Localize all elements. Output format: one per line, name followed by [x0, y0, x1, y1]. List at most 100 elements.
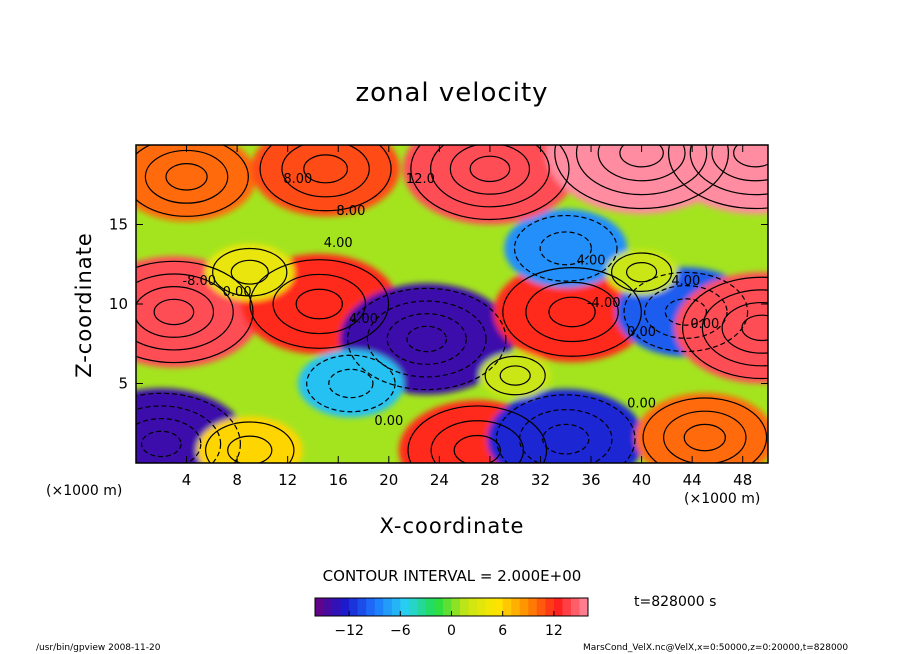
- contour-line: [386, 313, 467, 365]
- contour-line: [484, 355, 546, 396]
- colorbar: −12 −6 0 6 12: [314, 597, 589, 639]
- colorbar-segment: [391, 598, 401, 616]
- colorbar-segment: [442, 598, 452, 616]
- field-feature: [136, 145, 257, 222]
- y-tick-label: 5: [118, 375, 128, 393]
- field-feature: [402, 145, 577, 225]
- field-feature: [297, 349, 404, 418]
- colorbar-segment: [417, 598, 427, 616]
- contour-label: 0.00: [223, 285, 252, 300]
- contour-line: [272, 273, 367, 335]
- x-tick-label: 12: [278, 471, 297, 489]
- y-tick-label: 15: [109, 216, 128, 234]
- colorbar-segment: [366, 598, 376, 616]
- x-tick-label: 8: [232, 471, 242, 489]
- contour-line: [499, 365, 531, 386]
- x-tick-label: 36: [581, 471, 600, 489]
- contour-label: 0.00: [627, 396, 656, 411]
- colorbar-segment: [468, 598, 478, 616]
- field-feature: [493, 261, 651, 363]
- contour-line: [525, 281, 619, 343]
- contour-line: [153, 298, 195, 326]
- field-feature: [659, 145, 768, 215]
- contour-label: 4.00: [671, 274, 700, 289]
- contour-label: 8.00: [283, 172, 312, 187]
- colorbar-tick-label: 0: [447, 623, 456, 639]
- contour-line: [682, 276, 768, 380]
- contour-line: [518, 409, 613, 463]
- contour-label: 0.00: [690, 317, 719, 332]
- field-feature: [674, 272, 768, 384]
- x-tick-label: 44: [683, 471, 702, 489]
- field-feature: [605, 249, 678, 296]
- contour-line: [502, 267, 642, 357]
- contour-line: [513, 214, 618, 282]
- contour-line: [347, 287, 507, 391]
- colorbar-segment: [408, 598, 418, 616]
- contour-line: [136, 260, 254, 364]
- contour-label: -8.00: [182, 274, 216, 289]
- colorbar-segment: [425, 598, 435, 616]
- contour-line: [295, 288, 343, 320]
- colorbar-segment: [502, 598, 512, 616]
- contour-label: 4.00: [577, 253, 606, 268]
- field-feature: [479, 352, 552, 399]
- contour-line: [136, 145, 249, 217]
- colorbar-segment: [383, 598, 393, 616]
- contour-line: [495, 394, 636, 463]
- contour-line: [664, 298, 708, 326]
- contour-line: [406, 325, 448, 353]
- contour-line: [366, 300, 487, 378]
- y-tick-label: 10: [109, 295, 128, 313]
- contour-line: [597, 145, 686, 182]
- colorbar-tick-label: 12: [545, 623, 563, 639]
- contour-line: [625, 262, 658, 283]
- colorbar-segment: [340, 598, 350, 616]
- contour-line: [136, 392, 241, 463]
- contour-line: [453, 434, 501, 463]
- colorbar-segment: [528, 598, 538, 616]
- colorbar-segment: [477, 598, 487, 616]
- colorbar-segment: [494, 598, 504, 616]
- colorbar-tick-label: −6: [390, 623, 411, 639]
- contour-line: [575, 145, 708, 196]
- contour-line: [410, 145, 570, 221]
- colorbar-segment: [562, 598, 572, 616]
- contour-line: [469, 155, 511, 183]
- colorbar-tick-label: 6: [498, 623, 507, 639]
- x-tick-label: 32: [531, 471, 550, 489]
- contour-line: [136, 418, 202, 463]
- footer-left: /usr/bin/gpview 2008-11-20: [36, 643, 161, 653]
- colorbar-segment: [451, 598, 461, 616]
- contour-label: -4.00: [587, 296, 621, 311]
- field-feature: [487, 388, 645, 463]
- colorbar-segment: [323, 598, 333, 616]
- contour-line: [619, 145, 664, 168]
- colorbar-segment: [511, 598, 521, 616]
- contour-line: [663, 410, 747, 463]
- contour-line: [430, 145, 550, 208]
- colorbar-segment: [519, 598, 529, 616]
- colorbar-segment: [545, 598, 555, 616]
- contour-label: 4.00: [349, 312, 378, 327]
- contour-line: [306, 354, 396, 413]
- contour-line: [554, 145, 729, 210]
- x-unit-label-right: (×1000 m): [684, 491, 761, 507]
- contour-line: [701, 289, 768, 367]
- x-tick-label: 4: [182, 471, 192, 489]
- contour-line: [136, 286, 215, 338]
- contour-line: [303, 154, 349, 184]
- colorbar-tick-label: −12: [334, 623, 364, 639]
- footer-right: MarsCond_VelX.nc@VelX,x=0:50000,z=0:2000…: [583, 643, 849, 653]
- colorbar-segment: [579, 598, 589, 616]
- contour-line: [281, 145, 370, 198]
- contour-line: [259, 145, 392, 212]
- contour-line: [227, 435, 273, 463]
- field-feature: [634, 392, 768, 463]
- contour-line: [721, 301, 768, 354]
- time-annotation: t=828000 s: [634, 594, 717, 610]
- contour-line: [230, 259, 269, 285]
- contour-line: [644, 284, 728, 339]
- contour-line: [683, 423, 726, 452]
